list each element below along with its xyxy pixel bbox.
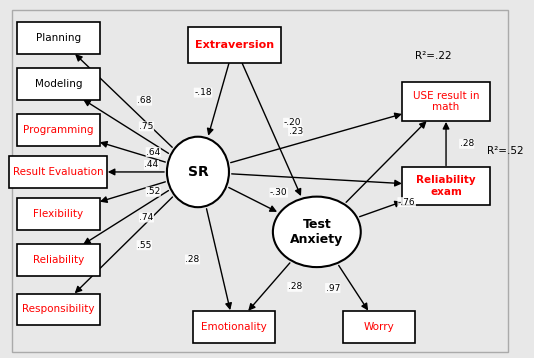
FancyBboxPatch shape xyxy=(402,167,490,205)
Text: .75: .75 xyxy=(139,122,154,131)
Ellipse shape xyxy=(167,137,229,207)
FancyBboxPatch shape xyxy=(17,294,100,325)
Text: Result Evaluation: Result Evaluation xyxy=(13,167,104,177)
Text: R²=.22: R²=.22 xyxy=(415,50,452,61)
FancyBboxPatch shape xyxy=(17,244,100,276)
FancyBboxPatch shape xyxy=(193,311,276,343)
Text: Reliability
exam: Reliability exam xyxy=(416,175,476,197)
Text: Extraversion: Extraversion xyxy=(194,40,274,50)
FancyBboxPatch shape xyxy=(187,28,281,63)
Text: Flexibility: Flexibility xyxy=(33,209,83,219)
Text: SR: SR xyxy=(187,165,208,179)
Text: .64: .64 xyxy=(146,147,160,157)
Text: .28: .28 xyxy=(185,255,200,264)
FancyBboxPatch shape xyxy=(402,82,490,121)
Text: USE result in
math: USE result in math xyxy=(413,91,480,112)
Text: .23: .23 xyxy=(288,127,303,136)
Text: .74: .74 xyxy=(139,213,154,222)
Text: Emotionality: Emotionality xyxy=(201,322,267,332)
Ellipse shape xyxy=(273,197,361,267)
FancyBboxPatch shape xyxy=(17,68,100,100)
Text: -.18: -.18 xyxy=(194,88,212,97)
FancyBboxPatch shape xyxy=(17,22,100,54)
Text: .52: .52 xyxy=(146,187,160,196)
Text: Modeling: Modeling xyxy=(35,79,82,89)
Text: R²=.52: R²=.52 xyxy=(488,146,524,156)
Text: .28: .28 xyxy=(460,139,474,148)
Text: -.30: -.30 xyxy=(270,188,288,197)
Text: -.76: -.76 xyxy=(398,198,415,207)
Text: .55: .55 xyxy=(137,241,152,250)
FancyBboxPatch shape xyxy=(17,198,100,230)
Text: .28: .28 xyxy=(288,282,302,291)
Text: Test
Anxiety: Test Anxiety xyxy=(290,218,343,246)
Text: .97: .97 xyxy=(326,284,340,292)
Text: -.20: -.20 xyxy=(284,118,301,127)
Text: Reliability: Reliability xyxy=(33,255,84,265)
FancyBboxPatch shape xyxy=(9,156,107,188)
Text: Programming: Programming xyxy=(23,125,93,135)
FancyBboxPatch shape xyxy=(343,311,415,343)
Text: Worry: Worry xyxy=(364,322,394,332)
FancyBboxPatch shape xyxy=(17,114,100,145)
Text: .68: .68 xyxy=(137,96,152,105)
Text: Responsibility: Responsibility xyxy=(22,304,95,314)
Text: Planning: Planning xyxy=(36,33,81,43)
Text: .44: .44 xyxy=(144,160,159,169)
